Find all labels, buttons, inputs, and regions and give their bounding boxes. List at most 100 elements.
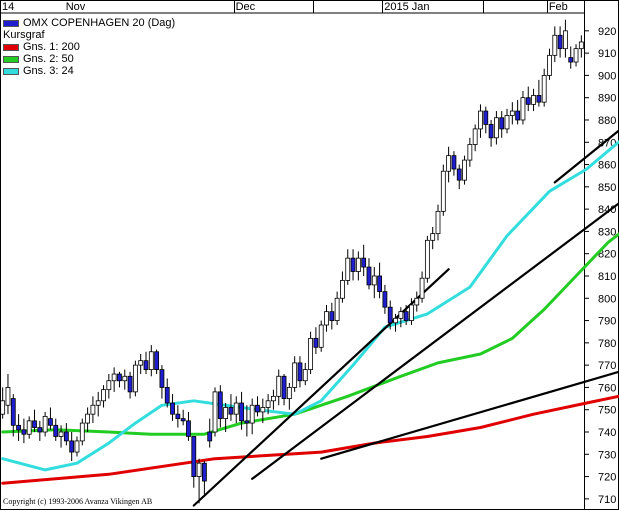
candle-body (578, 41, 584, 50)
candle-body (170, 402, 175, 415)
y-tick-label: 780 (598, 338, 616, 350)
x-tick-label: Nov (66, 1, 86, 13)
candle-body (255, 404, 260, 413)
candle-body (63, 431, 69, 442)
candle-body (164, 387, 170, 404)
y-tick-label: 800 (598, 293, 616, 305)
legend-label: Gns. 3: 24 (23, 65, 74, 77)
y-tick-label: 900 (598, 70, 616, 82)
candle-body (212, 391, 218, 433)
candle-body (186, 420, 191, 437)
candle-body (111, 373, 117, 382)
candle-body (148, 351, 154, 370)
candle-body (117, 373, 122, 382)
candle-body (414, 297, 420, 306)
candle-body (79, 422, 85, 442)
candle-body (552, 34, 558, 56)
candle-body (233, 402, 239, 415)
candle-body (377, 275, 383, 292)
legend-entry: Gns. 3: 24 (3, 65, 175, 77)
candle-body (382, 291, 388, 308)
candle-body (5, 387, 11, 406)
candle-body (260, 407, 266, 413)
x-tick-label: 14 (2, 1, 14, 13)
candle-body (345, 257, 351, 281)
candle-body (127, 375, 133, 393)
candle-body (393, 317, 398, 324)
candle-body (276, 375, 282, 397)
candle-body (435, 210, 441, 235)
candle-body (53, 424, 59, 437)
candle-body (462, 159, 467, 181)
y-tick-label: 880 (598, 115, 616, 127)
candle-body (297, 362, 303, 382)
candle-body (467, 144, 473, 161)
candle-body (350, 257, 356, 272)
candle-body (132, 364, 138, 393)
candle-body (520, 97, 526, 121)
candle-body (355, 257, 361, 272)
y-tick-label: 820 (598, 249, 616, 261)
candle-body (239, 402, 244, 422)
candle-body (37, 427, 43, 433)
candle-body (504, 115, 510, 130)
candle-body (488, 124, 494, 139)
candle-body (159, 369, 165, 388)
series-line-0 (1, 394, 619, 485)
candle-body (366, 266, 372, 286)
candle-body (0, 400, 6, 415)
copyright-text: Copyright (c) 1993-2006 Avanza Vikingen … (3, 497, 153, 506)
candle-body (95, 400, 101, 406)
candle-body (493, 117, 499, 139)
candle-body (318, 324, 324, 348)
legend-swatch (3, 19, 19, 27)
candle-body (446, 155, 452, 172)
candle-body (228, 407, 234, 415)
candle-body (440, 170, 446, 212)
candle-body (265, 400, 271, 408)
legend-entry: Gns. 2: 50 (3, 53, 175, 65)
y-tick-label: 860 (598, 160, 616, 172)
legend-entry: OMX COPENHAGEN 20 (Dag) (3, 17, 175, 29)
candle-body (90, 404, 96, 415)
y-tick-label: 830 (598, 226, 616, 238)
candle-body (302, 369, 308, 382)
candle-body (525, 97, 531, 105)
y-tick-label: 810 (598, 271, 616, 283)
candle-body (472, 128, 478, 145)
candle-body (122, 375, 128, 382)
series-line-2 (1, 139, 619, 472)
y-tick-label: 750 (598, 405, 616, 417)
legend-entry: Gns. 1: 200 (3, 41, 175, 53)
candle-body (334, 297, 340, 321)
legend-swatch (3, 43, 19, 51)
candle-body (207, 431, 213, 442)
candle-body (223, 407, 229, 420)
chart-legend: OMX COPENHAGEN 20 (Dag) Kursgraf Gns. 1: 2… (3, 17, 175, 77)
y-tick-label: 720 (598, 472, 616, 484)
candle-body (217, 391, 223, 420)
candle-body (424, 239, 430, 279)
candle-body (69, 440, 75, 453)
candle-body (371, 275, 377, 286)
candle-body (308, 337, 313, 370)
candle-body (313, 337, 319, 348)
candle-body (430, 233, 436, 241)
series-line-6 (553, 129, 619, 184)
legend-label: Gns. 1: 200 (23, 41, 80, 53)
candle-body (324, 311, 329, 326)
candle-body (58, 431, 64, 437)
x-tick-label: Feb (549, 1, 568, 13)
candle-body (403, 311, 409, 321)
candle-body (201, 462, 207, 482)
legend-label: OMX COPENHAGEN 20 (Dag) (23, 17, 176, 29)
candle-body (419, 277, 425, 299)
candle-body (21, 429, 27, 435)
candle-body (398, 311, 404, 319)
y-tick-label: 910 (598, 48, 616, 60)
candle-body (10, 398, 16, 426)
candle-body (32, 420, 37, 428)
candle-body (557, 34, 563, 50)
candle-body (26, 420, 32, 435)
